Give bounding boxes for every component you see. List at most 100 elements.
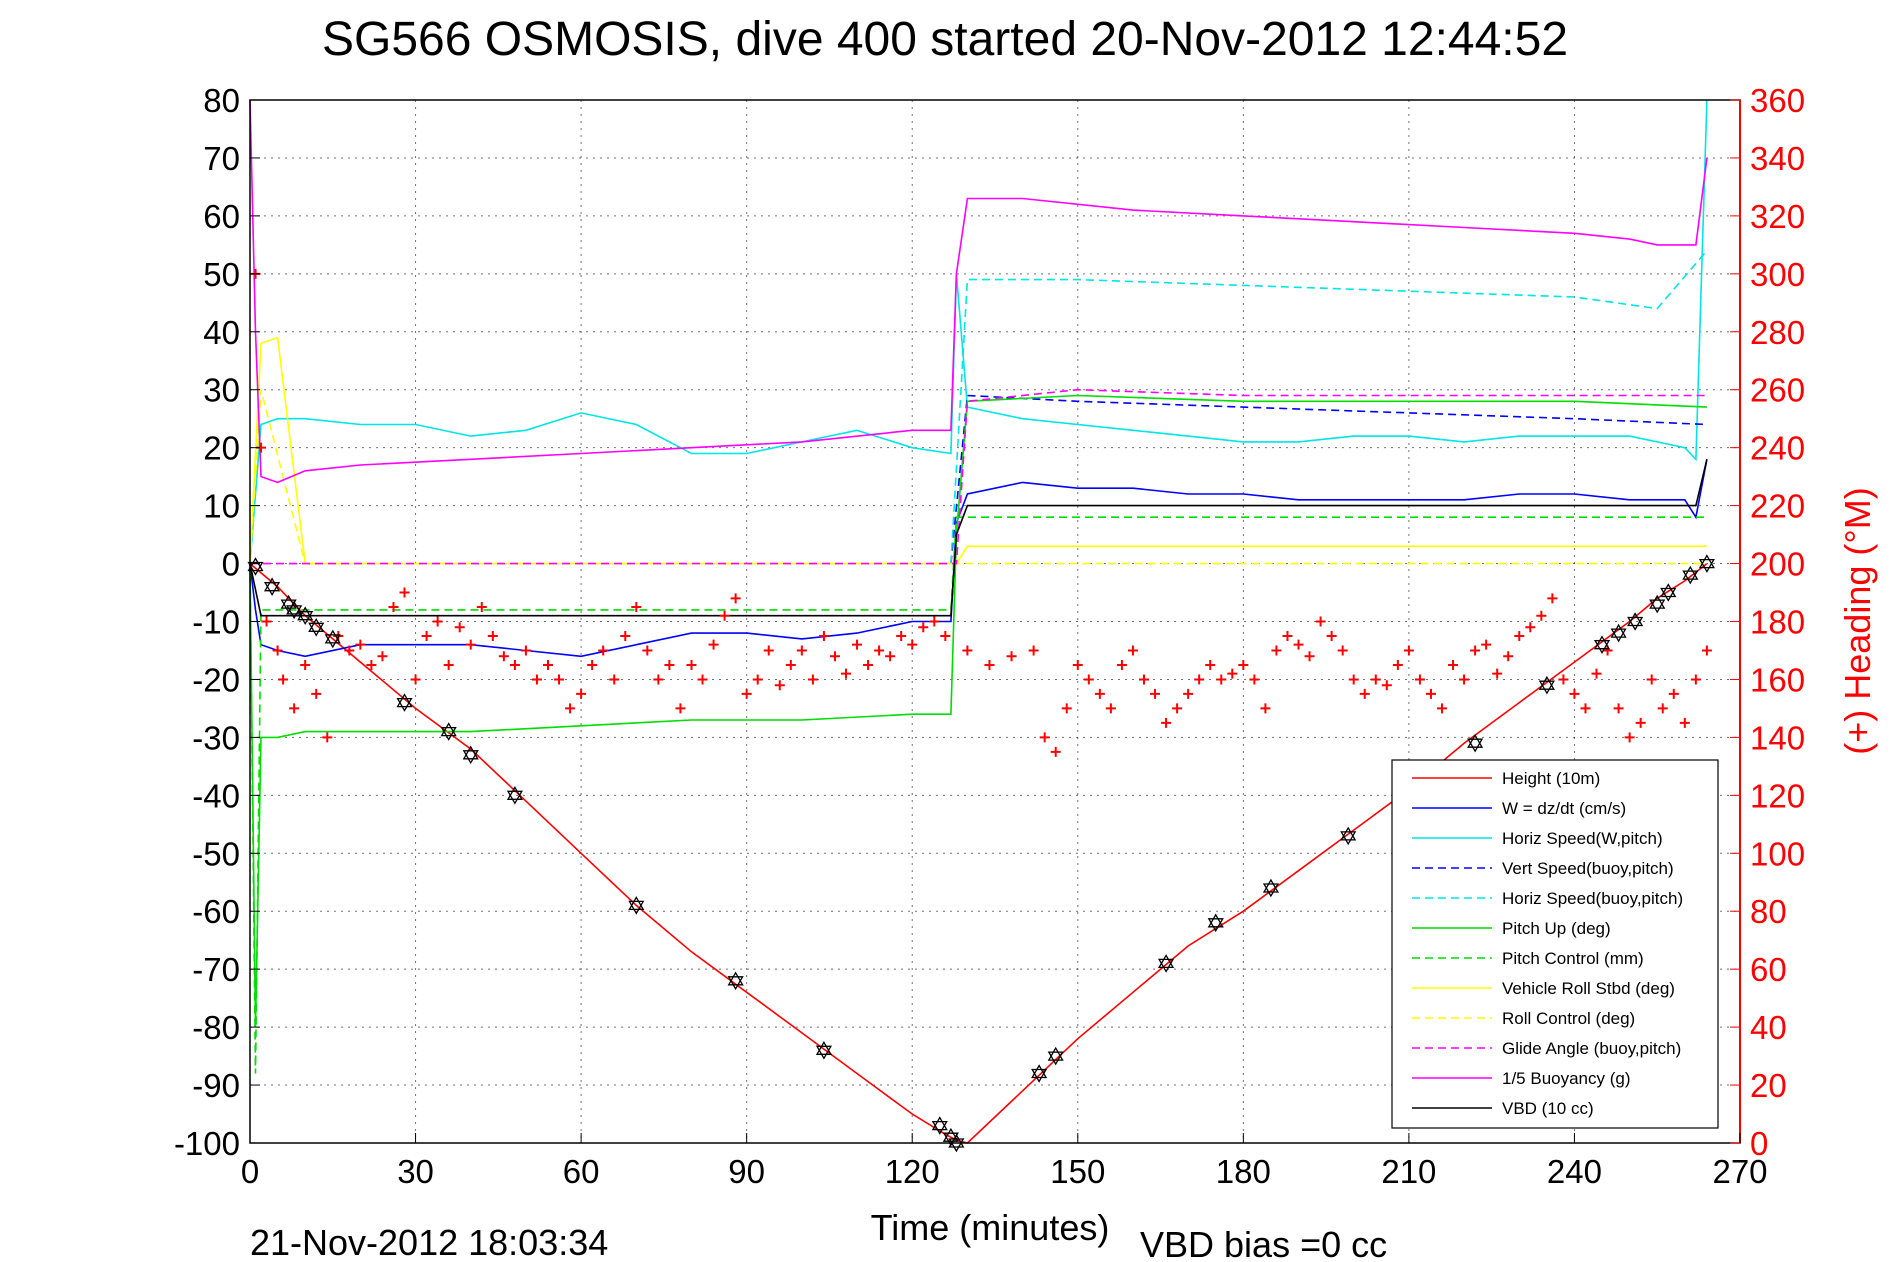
heading-point xyxy=(311,688,322,699)
heading-point xyxy=(929,616,940,627)
heading-point xyxy=(1238,659,1249,670)
x-tick-label: 120 xyxy=(885,1153,940,1190)
heading-point xyxy=(664,659,675,670)
heading-point xyxy=(587,659,598,670)
dive-marker xyxy=(247,557,264,576)
right-tick-label: 20 xyxy=(1750,1067,1787,1104)
heading-point xyxy=(278,674,289,685)
legend-box xyxy=(1391,759,1719,1129)
right-tick-label: 320 xyxy=(1750,198,1805,235)
heading-point xyxy=(1161,717,1172,728)
heading-point xyxy=(1072,659,1083,670)
right-tick-label: 160 xyxy=(1750,661,1805,698)
heading-point xyxy=(1282,630,1293,641)
heading-point xyxy=(1668,688,1679,699)
heading-point xyxy=(454,622,465,633)
dive-marker xyxy=(1047,1046,1064,1066)
heading-point xyxy=(1481,639,1492,650)
heading-point xyxy=(1194,674,1205,685)
heading-point xyxy=(752,674,763,685)
heading-point xyxy=(1028,645,1039,656)
right-tick-label: 220 xyxy=(1750,488,1805,525)
y-axis-ticks: 80 70 60 50 40 30 20 10 0 -10 -20 -30 -40 -50 -60 -70 -8… xyxy=(174,82,260,1162)
y-tick-label: 30 xyxy=(203,372,240,409)
series-layer xyxy=(249,99,1708,1144)
heading-point xyxy=(272,645,283,656)
plot-area xyxy=(247,99,1741,1153)
legend: Height (10m) W = dz/dt (cm/s) Horiz Speed(… xyxy=(1391,759,1719,1129)
right-tick-label: 300 xyxy=(1750,256,1805,293)
heading-point xyxy=(1392,659,1403,670)
series-line-10 xyxy=(249,99,1708,484)
y-tick-label: 70 xyxy=(203,140,240,177)
heading-point xyxy=(940,630,951,641)
heading-point xyxy=(796,645,807,656)
heading-point xyxy=(1006,651,1017,662)
heading-point xyxy=(863,659,874,670)
heading-point xyxy=(1437,703,1447,714)
heading-point xyxy=(1591,668,1602,679)
heading-point xyxy=(1569,688,1580,699)
series-line-4 xyxy=(950,250,1708,564)
heading-point xyxy=(609,674,620,685)
heading-point xyxy=(322,732,333,743)
series-line-0 xyxy=(249,562,1708,1144)
y-tick-label: 0 xyxy=(222,546,240,583)
series-line-5 xyxy=(249,394,1707,1028)
heading-point xyxy=(907,639,918,650)
footer-vbd-bias: VBD bias =0 cc xyxy=(1140,1224,1387,1262)
dive-marker xyxy=(1682,565,1699,585)
heading-point xyxy=(1139,674,1149,685)
x-tick-label: 150 xyxy=(1050,1153,1105,1190)
right-tick-label: 140 xyxy=(1750,719,1805,756)
heading-point xyxy=(1613,703,1624,714)
right-tick-label: 200 xyxy=(1750,546,1805,583)
right-tick-label: 240 xyxy=(1750,430,1805,467)
heading-point xyxy=(1701,645,1712,656)
heading-point xyxy=(1216,674,1227,685)
heading-point xyxy=(1492,668,1503,679)
legend-entry: Vehicle Roll Stbd (deg) xyxy=(1502,979,1675,998)
heading-point xyxy=(1558,674,1569,685)
heading-point xyxy=(1525,622,1536,633)
legend-entry: 1/5 Buoyancy (g) xyxy=(1502,1069,1631,1088)
dive-marker xyxy=(948,1133,965,1153)
heading-point xyxy=(1514,630,1525,641)
x-axis-label: Time (minutes) xyxy=(871,1207,1110,1248)
heading-point xyxy=(774,680,785,691)
y-tick-label: -30 xyxy=(192,719,240,756)
heading-point xyxy=(399,587,410,598)
legend-entry: Roll Control (deg) xyxy=(1502,1009,1635,1028)
heading-point xyxy=(1370,674,1381,685)
heading-point xyxy=(1337,645,1348,656)
heading-point xyxy=(1249,674,1260,685)
heading-point xyxy=(1646,674,1657,685)
heading-point xyxy=(543,659,553,670)
y-tick-label: -80 xyxy=(192,1009,240,1046)
heading-point xyxy=(1580,703,1591,714)
y-tick-label: -70 xyxy=(192,951,240,988)
heading-point xyxy=(598,645,609,656)
dive-marker xyxy=(440,722,457,741)
dive-marker xyxy=(1627,612,1644,631)
heading-point xyxy=(443,659,454,670)
heading-point xyxy=(1690,674,1701,685)
heading-point xyxy=(962,645,973,656)
right-tick-label: 120 xyxy=(1750,777,1805,814)
heading-point xyxy=(465,639,476,650)
heading-point xyxy=(918,622,929,633)
dive-marker xyxy=(286,600,303,620)
dive-marker xyxy=(1538,675,1555,695)
right-tick-label: 80 xyxy=(1750,893,1787,930)
right-tick-label: 360 xyxy=(1750,82,1805,119)
x-tick-label: 270 xyxy=(1712,1153,1767,1190)
dive-marker xyxy=(727,971,744,991)
heading-point xyxy=(841,668,851,679)
dive-marker xyxy=(1593,635,1611,654)
right-tick-label: 260 xyxy=(1750,372,1805,409)
legend-entry: VBD (10 cc) xyxy=(1502,1099,1594,1118)
heading-point xyxy=(763,645,774,656)
heading-point xyxy=(520,645,531,656)
heading-point xyxy=(1039,732,1050,743)
legend-entry: Horiz Speed(W,pitch) xyxy=(1502,829,1663,848)
